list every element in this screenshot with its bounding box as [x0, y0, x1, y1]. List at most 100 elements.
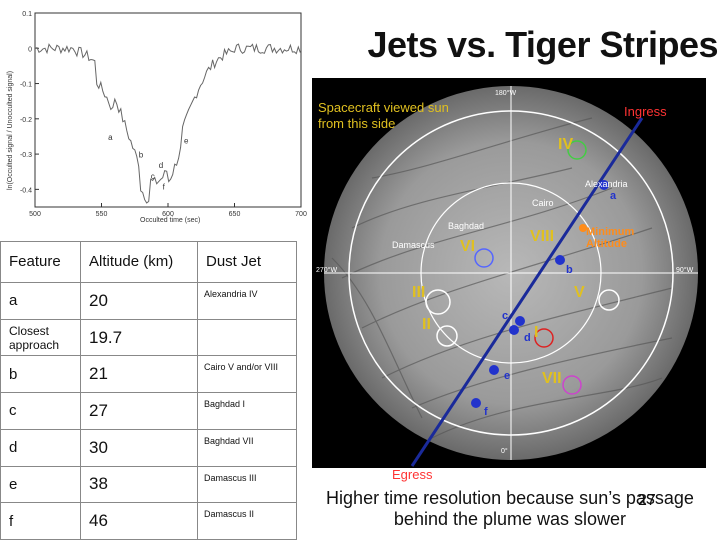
feature-cell: b — [0, 355, 81, 394]
caption: Higher time resolution because sun’s pas… — [326, 488, 694, 529]
map-svg — [324, 86, 698, 467]
x-tick-label: 550 — [96, 211, 108, 218]
jet-cell: Cairo V and/or VIII — [197, 355, 297, 394]
y-tick-label: -0.3 — [20, 152, 32, 159]
track-point-b — [555, 255, 565, 265]
y-tick-label: -0.4 — [20, 187, 32, 194]
x-tick-label: 500 — [29, 211, 41, 218]
table-row: e 38 Damascus III — [0, 465, 297, 504]
y-tick-label: 0 — [28, 46, 32, 53]
plot-marker-label: e — [184, 137, 189, 146]
jet-circle — [598, 289, 620, 311]
plot-ticks: 0.1 0 -0.1 -0.2 -0.3 -0.4 500 550 600 650 700 — [20, 11, 307, 218]
plot-marker-label: a — [108, 133, 113, 142]
header-jet: Dust Jet — [197, 241, 297, 283]
terrain-lines — [331, 117, 673, 439]
minimum-altitude-point — [579, 224, 587, 232]
table-row: a 20 Alexandria IV — [0, 281, 297, 320]
page-number: 27 — [638, 492, 656, 509]
y-tick-label: -0.2 — [20, 117, 32, 124]
track-point-c — [515, 316, 525, 326]
altitude-cell: 19.7 — [80, 318, 198, 357]
header-feature: Feature — [0, 241, 81, 283]
jet-label: V — [574, 284, 585, 301]
track-point-label: c — [502, 310, 509, 322]
track-point-label: e — [504, 370, 511, 382]
plot-marker-label: f — [163, 182, 166, 191]
plot-marker-label: b — [139, 151, 144, 160]
stripe-label-alexandria: Alexandria — [585, 179, 628, 189]
altitude-cell: 21 — [80, 355, 198, 394]
enceladus-south-polar-map: Spacecraft viewed sun from this side Ing… — [312, 78, 706, 468]
jet-cell: Damascus II — [197, 502, 297, 540]
jet-label: VI — [460, 238, 476, 255]
spacecraft-track — [410, 117, 644, 467]
jet-cell — [197, 318, 297, 357]
longitude-right-label: 90°W — [676, 267, 694, 274]
feature-cell: e — [0, 465, 81, 504]
plot-ylabel: ln(Occulted signal / Unocculted signal) — [7, 71, 14, 190]
track-point-label: b — [566, 264, 573, 276]
jet-altitude-table: Feature Altitude (km) Dust Jet a 20 Alex… — [0, 241, 297, 540]
jet-circle — [436, 325, 458, 347]
occultation-plot: 0.1 0 -0.1 -0.2 -0.3 -0.4 500 550 600 650 700 ln(O… — [0, 0, 312, 230]
jet-cell: Damascus III — [197, 465, 297, 504]
jet-circle — [562, 375, 582, 395]
x-tick-label: 700 — [295, 211, 307, 218]
longitude-left-label: 270°W — [316, 267, 338, 274]
y-tick-label: -0.1 — [20, 82, 32, 89]
altitude-cell: 30 — [80, 428, 198, 467]
jet-cell: Baghdad VII — [197, 428, 297, 467]
plot-xlabel: Occulted time (sec) — [140, 217, 200, 224]
jet-circle — [425, 289, 451, 315]
jet-label: VII — [542, 370, 562, 387]
sun-view-note: Spacecraft viewed sun from this side — [318, 100, 449, 131]
minimum-altitude-label: Minimum Altitude — [586, 226, 635, 250]
header-altitude: Altitude (km) — [80, 241, 198, 283]
jet-circle — [474, 248, 494, 268]
altitude-cell: 27 — [80, 392, 198, 430]
feature-cell: a — [0, 281, 81, 320]
altitude-cell: 46 — [80, 502, 198, 540]
jet-cell: Alexandria IV — [197, 281, 297, 320]
plot-svg: 0.1 0 -0.1 -0.2 -0.3 -0.4 500 550 600 650 700 ln(O… — [7, 11, 307, 224]
track-point-label: a — [610, 190, 617, 202]
jet-label: III — [412, 284, 426, 301]
jet-circle — [534, 328, 554, 348]
stripe-label-cairo: Cairo — [532, 198, 554, 208]
signal-trace — [34, 43, 301, 204]
jet-label: I — [534, 324, 539, 341]
jet-cell: Baghdad I — [197, 392, 297, 430]
table-header-row: Feature Altitude (km) Dust Jet — [0, 241, 297, 283]
altitude-cell: 20 — [80, 281, 198, 320]
feature-cell: c — [0, 392, 81, 430]
table-row: c 27 Baghdad I — [0, 392, 297, 430]
longitude-bottom-label: 0° — [501, 448, 508, 455]
plot-marker-label: d — [159, 161, 163, 170]
table-row: Closest approach 19.7 — [0, 318, 297, 357]
feature-cell: Closest approach — [0, 318, 81, 357]
jet-circle — [567, 140, 587, 160]
table-row: f 46 Damascus II — [0, 502, 297, 540]
plot-marker-label: c — [151, 172, 155, 181]
jet-label: II — [422, 316, 431, 333]
track-point-label: f — [484, 406, 488, 418]
table-row: d 30 Baghdad VII — [0, 428, 297, 467]
track-point-f — [471, 398, 481, 408]
track-point-e — [489, 365, 499, 375]
ingress-label: Ingress — [624, 104, 667, 119]
longitude-top-label: 180°W — [495, 90, 517, 97]
feature-cell: d — [0, 428, 81, 467]
jet-label: VIII — [530, 228, 555, 245]
x-tick-label: 650 — [229, 211, 241, 218]
jet-label: IV — [558, 136, 574, 153]
track-point-a — [599, 180, 609, 190]
feature-cell: f — [0, 502, 81, 540]
stripe-label-damascus: Damascus — [392, 240, 435, 250]
slide-title: Jets vs. Tiger Stripes — [367, 24, 718, 65]
track-point-d — [509, 325, 519, 335]
egress-label: Egress — [392, 467, 433, 482]
x-tick-label: 600 — [162, 211, 174, 218]
altitude-cell: 38 — [80, 465, 198, 504]
plot-markers: a b cd e f — [108, 133, 189, 191]
